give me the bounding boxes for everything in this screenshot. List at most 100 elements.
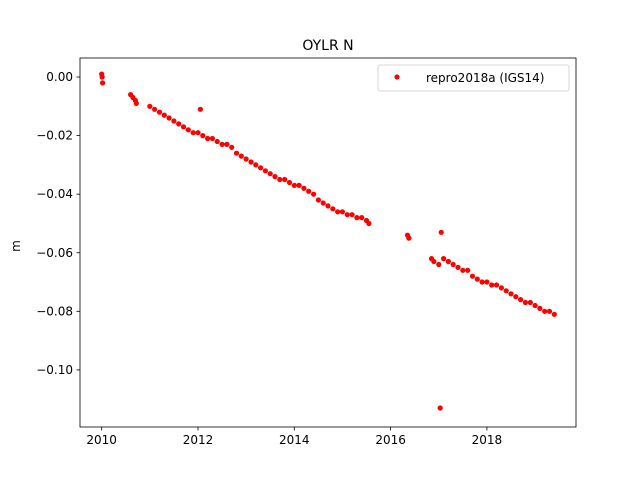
data-point xyxy=(406,235,412,241)
data-point xyxy=(493,282,500,288)
data-point xyxy=(205,135,211,142)
data-point xyxy=(330,206,336,212)
y-axis-ticks: 0.00 −0.02 −0.04 −0.06 −0.08 −0.10 xyxy=(36,70,80,377)
data-point xyxy=(474,276,480,282)
data-point xyxy=(190,130,196,136)
data-point xyxy=(301,185,307,191)
legend-box xyxy=(377,64,570,92)
x-tick-label: 2016 xyxy=(375,433,406,447)
data-point xyxy=(258,165,264,171)
data-point xyxy=(219,141,225,147)
data-point xyxy=(267,171,273,177)
data-point xyxy=(197,106,203,112)
data-point xyxy=(233,150,240,156)
data-point xyxy=(209,135,215,142)
data-point xyxy=(542,308,548,314)
data-point xyxy=(99,74,105,80)
data-point xyxy=(185,127,191,133)
data-point xyxy=(262,168,268,174)
data-point xyxy=(339,209,345,215)
data-point xyxy=(469,273,476,279)
data-point xyxy=(296,182,302,188)
data-point xyxy=(147,103,153,109)
data-point xyxy=(315,197,321,203)
data-point xyxy=(243,156,249,162)
x-tick-label: 2010 xyxy=(86,433,117,447)
data-point xyxy=(238,153,244,159)
data-point xyxy=(229,144,235,150)
data-point xyxy=(180,124,187,130)
legend-marker xyxy=(394,74,400,80)
data-point xyxy=(460,267,466,273)
data-point xyxy=(445,258,451,265)
data-point xyxy=(455,264,461,270)
data-point xyxy=(465,267,471,273)
data-point xyxy=(166,115,172,121)
x-axis-ticks: 2010 2012 2014 2016 2018 xyxy=(86,427,502,447)
data-point xyxy=(479,279,485,285)
data-point xyxy=(200,133,206,139)
data-point xyxy=(537,305,543,311)
data-point xyxy=(253,162,259,168)
data-point xyxy=(282,176,288,183)
data-point xyxy=(551,311,557,317)
data-point xyxy=(503,288,509,294)
data-point xyxy=(335,209,341,215)
data-point xyxy=(518,297,524,303)
data-point xyxy=(441,256,447,262)
data-point xyxy=(513,294,519,300)
data-point xyxy=(527,299,533,306)
data-point xyxy=(156,109,163,115)
data-point xyxy=(349,212,355,218)
data-point xyxy=(546,308,553,314)
data-point xyxy=(489,282,495,288)
y-axis-label: m xyxy=(9,240,23,252)
data-points xyxy=(99,71,557,411)
legend-label: repro2018a (IGS14) xyxy=(426,71,544,85)
legend: repro2018a (IGS14) xyxy=(377,64,570,92)
y-tick-label: −0.06 xyxy=(36,246,73,260)
data-point xyxy=(431,258,437,265)
data-point xyxy=(272,174,278,180)
data-point xyxy=(214,138,220,145)
data-point xyxy=(291,182,297,188)
data-point xyxy=(359,215,365,221)
data-point xyxy=(438,229,444,235)
data-point xyxy=(437,405,443,411)
plot-frame xyxy=(79,57,577,428)
data-point xyxy=(100,80,106,86)
data-point xyxy=(522,299,529,306)
data-point xyxy=(311,191,317,197)
data-point xyxy=(532,302,538,309)
data-point xyxy=(133,100,139,106)
x-tick-label: 2012 xyxy=(183,433,214,447)
data-point xyxy=(320,200,326,206)
data-point xyxy=(306,188,312,194)
data-point xyxy=(152,106,158,112)
data-point xyxy=(366,220,372,227)
data-point xyxy=(277,176,283,183)
data-point xyxy=(436,261,442,268)
data-point xyxy=(195,130,201,136)
x-tick-label: 2014 xyxy=(279,433,310,447)
data-point xyxy=(325,203,331,209)
y-tick-label: −0.08 xyxy=(36,304,73,318)
data-point xyxy=(344,212,350,218)
y-tick-label: 0.00 xyxy=(46,70,73,84)
data-point xyxy=(161,112,167,118)
data-point xyxy=(224,141,230,147)
data-point xyxy=(248,159,254,165)
data-point xyxy=(450,261,456,268)
data-point xyxy=(171,118,177,124)
y-tick-label: −0.04 xyxy=(36,187,73,201)
data-point xyxy=(286,179,293,186)
data-point xyxy=(508,291,514,297)
data-point xyxy=(498,285,504,291)
data-point xyxy=(176,121,182,127)
y-tick-label: −0.10 xyxy=(36,363,73,377)
data-point xyxy=(354,215,360,221)
y-tick-label: −0.02 xyxy=(36,129,73,143)
x-tick-label: 2018 xyxy=(472,433,503,447)
data-point xyxy=(484,279,490,285)
